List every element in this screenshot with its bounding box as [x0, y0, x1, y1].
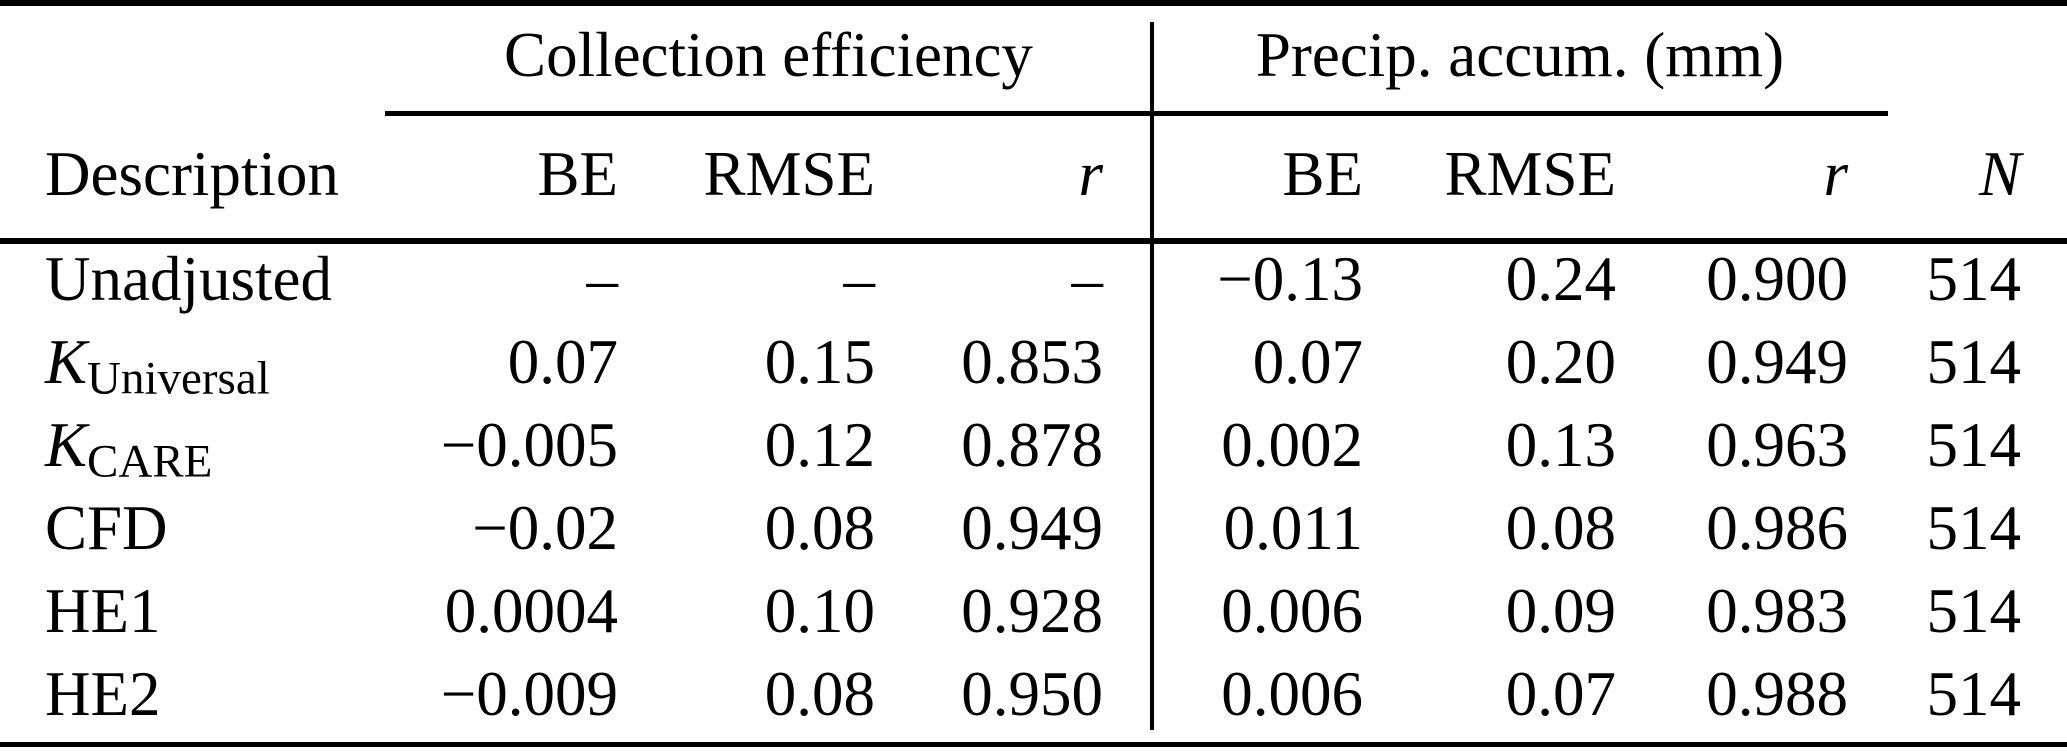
bottom-rule — [0, 742, 2067, 747]
row-label: HE2 — [0, 653, 385, 736]
col-header-pa-r: r — [1823, 139, 1849, 209]
cell-ce-rmse: – — [843, 244, 876, 314]
table-row-k-care: KCARE −0.005 0.12 0.878 0.002 0.13 0.963… — [0, 404, 2067, 487]
col-header-pa-rmse: RMSE — [1444, 139, 1616, 209]
group-header-spacer — [0, 0, 385, 111]
table-row-k-universal: KUniversal 0.07 0.15 0.853 0.07 0.20 0.9… — [0, 321, 2067, 404]
col-header-pa-be: BE — [1282, 139, 1363, 209]
col-header-description: Description — [45, 139, 339, 209]
cell-ce-rmse: 0.08 — [764, 493, 875, 563]
cell-ce-r: 0.950 — [961, 659, 1103, 729]
cell-pa-be: 0.07 — [1252, 327, 1363, 397]
col-header-ce-be: BE — [537, 139, 618, 209]
cell-ce-be: 0.07 — [507, 327, 618, 397]
cell-n: 514 — [1926, 659, 2022, 729]
cell-pa-be: 0.002 — [1221, 410, 1363, 480]
column-header-row: Description BE RMSE r BE RMSE r N — [0, 111, 2067, 238]
cell-pa-be: 0.011 — [1223, 493, 1363, 563]
cell-ce-rmse: 0.15 — [764, 327, 875, 397]
row-label-text: HE2 — [45, 659, 161, 729]
cell-ce-be: −0.009 — [440, 659, 618, 729]
cell-ce-rmse: 0.08 — [764, 659, 875, 729]
group-header-underline-rule — [385, 111, 1888, 116]
row-label-text: CFD — [45, 493, 168, 563]
cell-ce-be: −0.02 — [472, 493, 618, 563]
group-header-precip-accum: Precip. accum. (mm) — [1255, 20, 1785, 90]
cell-ce-be: 0.0004 — [444, 576, 618, 646]
cell-pa-rmse: 0.09 — [1505, 576, 1616, 646]
cell-ce-r: 0.853 — [961, 327, 1103, 397]
table-row-unadjusted: Unadjusted – – – −0.13 0.24 0.900 514 — [0, 238, 2067, 321]
cell-n: 514 — [1926, 244, 2022, 314]
cell-ce-be: −0.005 — [440, 410, 618, 480]
cell-n: 514 — [1926, 493, 2022, 563]
cell-pa-rmse: 0.24 — [1505, 244, 1616, 314]
group-header-row: Collection efficiency Precip. accum. (mm… — [0, 0, 2067, 111]
cell-pa-r: 0.983 — [1706, 576, 1849, 646]
col-header-ce-rmse: RMSE — [703, 139, 875, 209]
cell-ce-r: 0.949 — [961, 493, 1103, 563]
cell-pa-r: 0.963 — [1706, 410, 1849, 480]
row-label-text: Unadjusted — [45, 244, 332, 314]
cell-n: 514 — [1926, 327, 2022, 397]
cell-pa-rmse: 0.07 — [1505, 659, 1616, 729]
vertical-divider-rule — [1150, 22, 1154, 730]
cell-pa-be: 0.006 — [1221, 659, 1363, 729]
cell-n: 514 — [1926, 410, 2022, 480]
cell-pa-r: 0.986 — [1706, 493, 1849, 563]
row-label-subscript: CARE — [87, 435, 213, 488]
row-label-text: HE1 — [45, 576, 161, 646]
row-label-text: K — [45, 327, 88, 397]
col-header-n: N — [1979, 139, 2022, 209]
table-row-he2: HE2 −0.009 0.08 0.950 0.006 0.07 0.988 5… — [0, 653, 2067, 736]
cell-pa-rmse: 0.20 — [1505, 327, 1616, 397]
cell-n: 514 — [1926, 576, 2022, 646]
top-rule — [0, 0, 2067, 6]
row-label: Unadjusted — [0, 238, 385, 321]
cell-pa-be: 0.006 — [1221, 576, 1363, 646]
cell-pa-be: −0.13 — [1217, 244, 1363, 314]
col-header-ce-r: r — [1078, 139, 1103, 209]
cell-ce-r: 0.928 — [961, 576, 1103, 646]
header-separator-rule — [0, 238, 2067, 244]
cell-ce-rmse: 0.12 — [764, 410, 875, 480]
results-table: Collection efficiency Precip. accum. (mm… — [0, 0, 2067, 736]
cell-pa-rmse: 0.08 — [1505, 493, 1616, 563]
row-label: KUniversal — [0, 321, 385, 404]
group-header-collection-efficiency: Collection efficiency — [504, 20, 1033, 90]
cell-pa-r: 0.949 — [1706, 327, 1849, 397]
row-label-subscript: Universal — [87, 352, 270, 405]
table-row-cfd: CFD −0.02 0.08 0.949 0.011 0.08 0.986 51… — [0, 487, 2067, 570]
row-label: CFD — [0, 487, 385, 570]
cell-ce-rmse: 0.10 — [764, 576, 875, 646]
cell-ce-be: – — [586, 244, 619, 314]
cell-pa-rmse: 0.13 — [1505, 410, 1616, 480]
table-row-he1: HE1 0.0004 0.10 0.928 0.006 0.09 0.983 5… — [0, 570, 2067, 653]
row-label: HE1 — [0, 570, 385, 653]
cell-pa-r: 0.900 — [1706, 244, 1849, 314]
cell-pa-r: 0.988 — [1706, 659, 1849, 729]
cell-ce-r: – — [1071, 244, 1104, 314]
cell-ce-r: 0.878 — [961, 410, 1103, 480]
row-label: KCARE — [0, 404, 385, 487]
group-header-spacer-n — [1888, 0, 2067, 111]
row-label-text: K — [45, 410, 88, 480]
